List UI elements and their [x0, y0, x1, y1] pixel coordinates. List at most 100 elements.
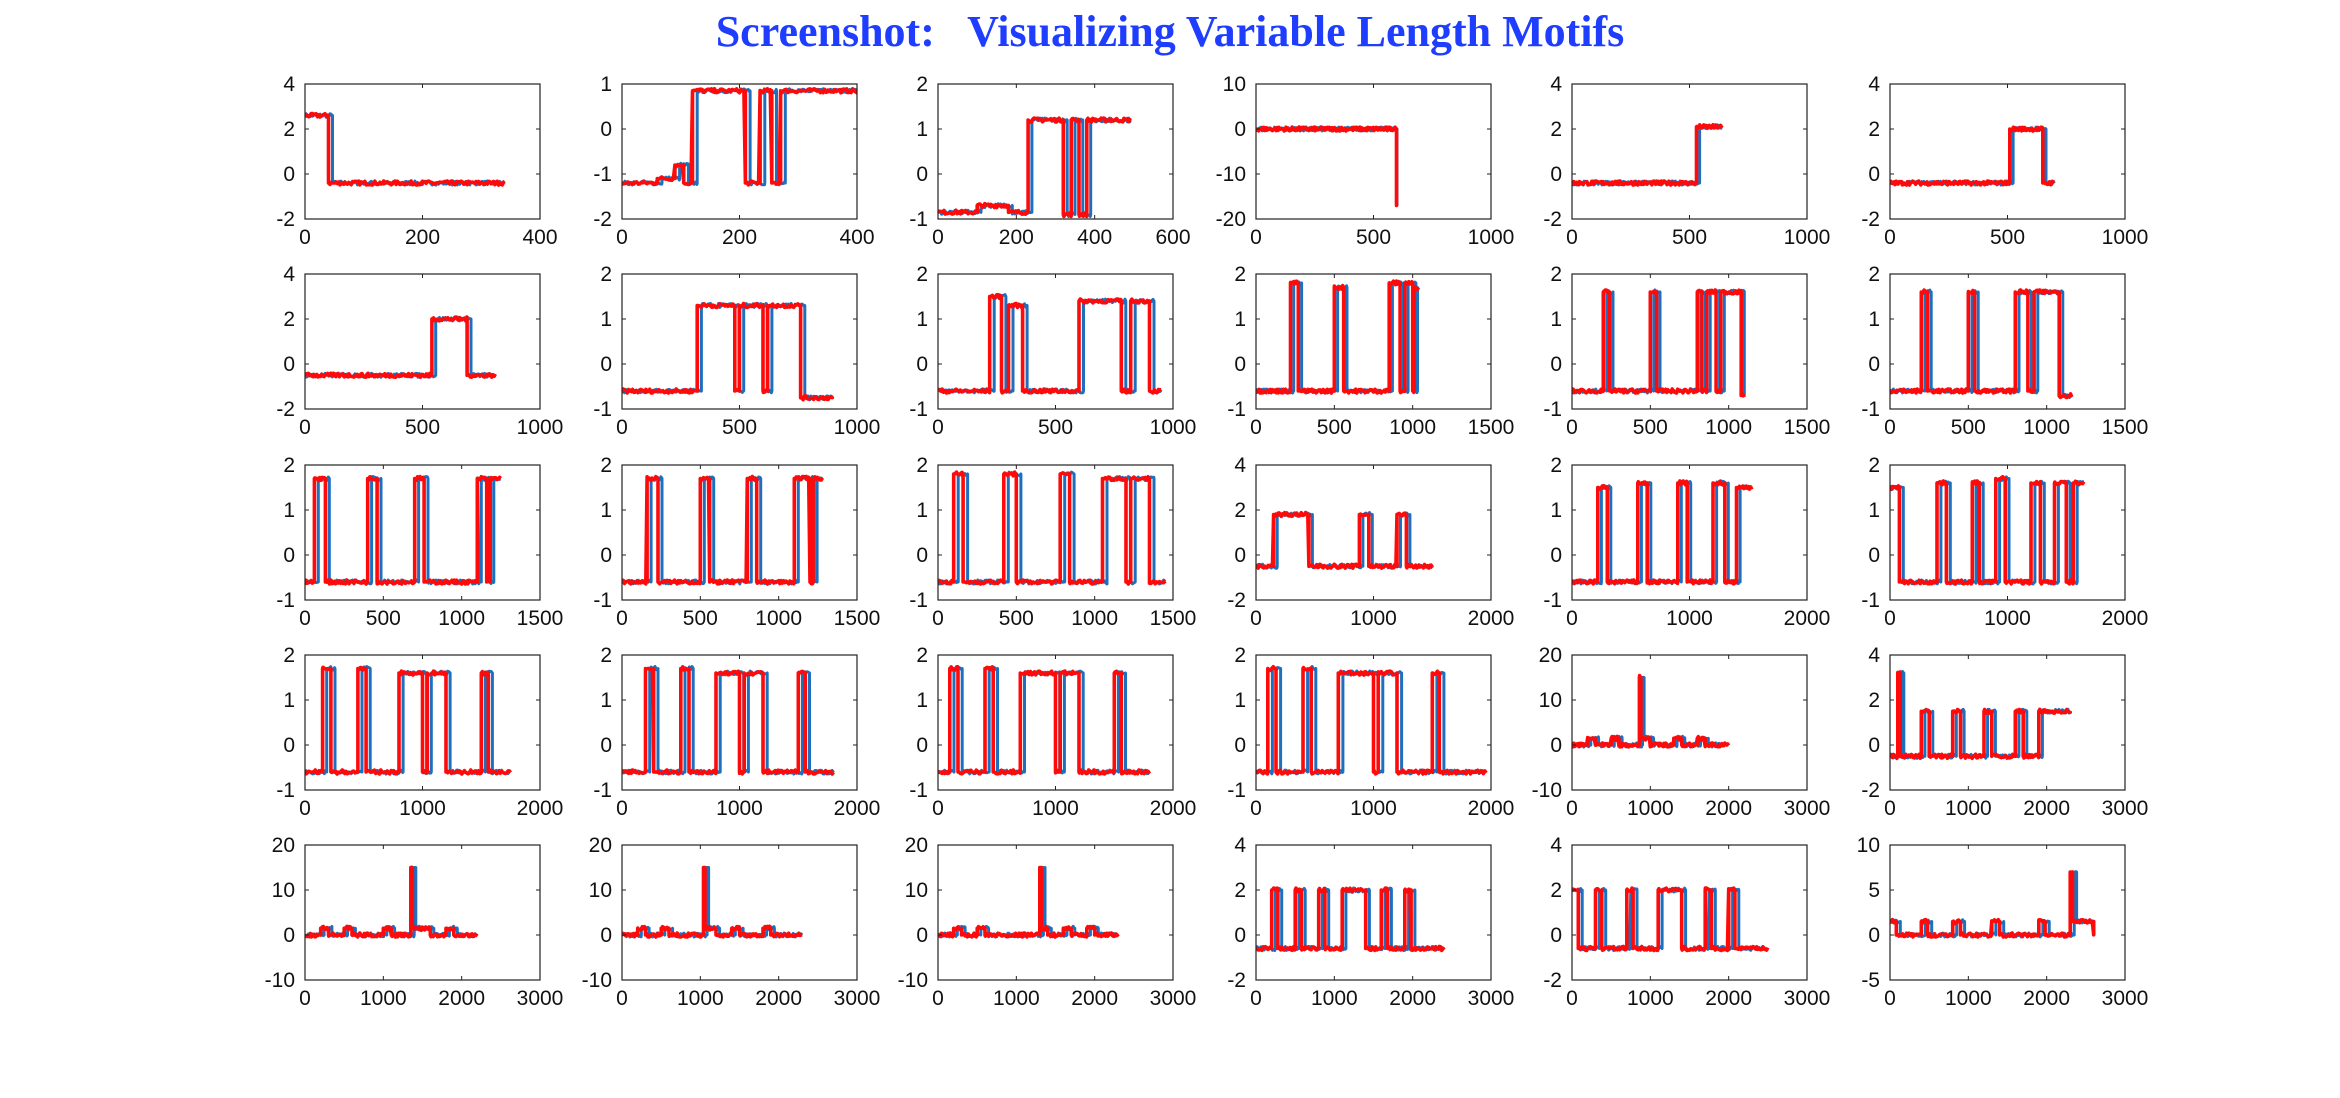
y-tick-label: -2	[1861, 208, 1880, 231]
y-tick-label: 4	[1868, 644, 1880, 667]
x-tick-label: 0	[299, 607, 311, 630]
x-tick-label: 1000	[517, 416, 564, 439]
y-tick-label: 4	[1550, 834, 1562, 857]
y-tick-label: 1	[600, 499, 612, 522]
y-tick-label: -1	[1543, 589, 1562, 612]
y-tick-label: 2	[1234, 499, 1246, 522]
y-tick-label: -1	[276, 589, 295, 612]
y-tick-label: 2	[1868, 263, 1880, 286]
y-tick-label: 20	[589, 834, 612, 857]
y-tick-label: 1	[916, 499, 928, 522]
series-blue-line	[1890, 125, 2056, 187]
axes-frame	[304, 273, 541, 410]
y-tick-label: -10	[265, 969, 295, 992]
x-tick-label: 3000	[1784, 987, 1831, 1010]
y-tick-label: 1	[916, 689, 928, 712]
y-tick-label: 1	[1234, 689, 1246, 712]
x-tick-label: 500	[683, 607, 718, 630]
y-tick-label: -1	[1861, 398, 1880, 421]
y-tick-label: 2	[1868, 454, 1880, 477]
x-tick-label: 1500	[1468, 416, 1515, 439]
series-blue-line	[938, 665, 1151, 776]
y-tick-label: 2	[1550, 879, 1562, 902]
x-tick-label: 2000	[2102, 607, 2149, 630]
x-tick-label: 200	[405, 226, 440, 249]
y-tick-label: 2	[283, 644, 295, 667]
x-tick-label: 2000	[1705, 987, 1752, 1010]
series-blue-line	[938, 116, 1132, 218]
y-tick-label: 0	[600, 118, 612, 141]
series-red-line	[305, 111, 506, 187]
y-tick-label: 1	[1868, 499, 1880, 522]
x-tick-label: 1000	[2102, 226, 2149, 249]
y-tick-label: 0	[600, 544, 612, 567]
y-tick-label: -1	[909, 208, 928, 231]
series-red-line	[1890, 475, 2086, 586]
x-tick-label: 0	[1884, 226, 1896, 249]
series-blue-line	[1256, 665, 1487, 776]
y-tick-label: -20	[1216, 208, 1246, 231]
axes-frame	[621, 83, 858, 220]
y-tick-label: 0	[1550, 924, 1562, 947]
x-tick-label: 400	[839, 226, 874, 249]
axes-frame	[1571, 654, 1808, 791]
y-tick-label: 5	[1868, 879, 1880, 902]
series-red-line	[305, 474, 503, 586]
x-tick-label: 1000	[834, 416, 881, 439]
y-tick-label: 2	[916, 454, 928, 477]
x-tick-label: 0	[616, 797, 628, 820]
y-tick-label: 0	[1550, 163, 1562, 186]
x-tick-label: 0	[1884, 797, 1896, 820]
x-tick-label: 2000	[1468, 797, 1515, 820]
x-tick-label: 0	[1250, 607, 1262, 630]
x-tick-label: 1000	[1350, 797, 1397, 820]
series-blue-line	[1256, 886, 1446, 952]
x-tick-label: 1000	[438, 607, 485, 630]
x-tick-label: 1000	[1350, 607, 1397, 630]
x-tick-label: 2000	[1071, 987, 1118, 1010]
y-tick-label: 20	[272, 834, 295, 857]
series-blue-line	[1256, 279, 1421, 395]
x-tick-label: 1000	[1627, 797, 1674, 820]
series-red-line	[1890, 288, 2074, 400]
x-tick-label: 3000	[834, 987, 881, 1010]
y-tick-label: -1	[593, 589, 612, 612]
y-tick-label: -1	[593, 398, 612, 421]
y-tick-label: -1	[909, 589, 928, 612]
series-red-line	[622, 865, 803, 939]
x-tick-label: 1000	[1666, 607, 1713, 630]
x-tick-label: 0	[299, 797, 311, 820]
x-tick-label: 2000	[517, 797, 564, 820]
x-tick-label: 0	[1566, 226, 1578, 249]
series-red-line	[305, 665, 512, 776]
x-tick-label: 3000	[1468, 987, 1515, 1010]
x-tick-label: 1000	[1071, 607, 1118, 630]
x-tick-label: 500	[405, 416, 440, 439]
axes-frame	[1571, 83, 1808, 220]
x-tick-label: 2000	[2023, 987, 2070, 1010]
y-tick-label: -10	[898, 969, 928, 992]
y-tick-label: 10	[905, 879, 928, 902]
x-tick-label: 2000	[1705, 797, 1752, 820]
series-blue-line	[938, 293, 1163, 395]
series-red-line	[622, 665, 835, 776]
y-tick-label: 2	[1868, 118, 1880, 141]
series-red-line	[1256, 665, 1488, 776]
x-tick-label: 500	[1356, 226, 1391, 249]
y-tick-label: 2	[1234, 879, 1246, 902]
x-tick-label: 200	[722, 226, 757, 249]
axes-frame	[937, 844, 1174, 981]
y-tick-label: -1	[1861, 589, 1880, 612]
axes-frame	[1571, 273, 1808, 410]
y-tick-label: 2	[1234, 644, 1246, 667]
x-tick-label: 500	[1672, 226, 1707, 249]
